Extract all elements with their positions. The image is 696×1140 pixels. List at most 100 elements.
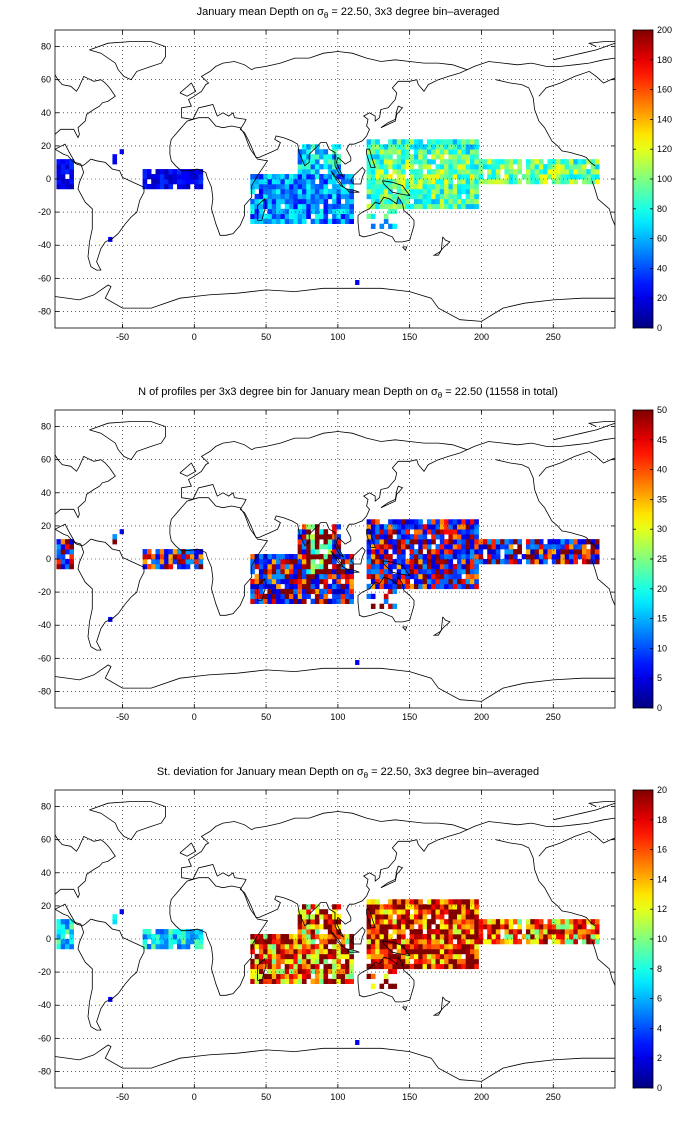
data-cell — [465, 958, 471, 965]
data-cell — [388, 198, 393, 205]
data-cell — [465, 549, 471, 555]
data-cell — [594, 179, 600, 185]
data-cell — [194, 549, 199, 555]
data-cell — [383, 578, 389, 585]
data-cell — [469, 914, 475, 920]
data-cell — [366, 914, 372, 920]
data-cell — [396, 193, 402, 200]
data-cell — [556, 919, 561, 925]
data-cell — [405, 914, 410, 920]
data-cell — [556, 549, 561, 555]
data-cell — [379, 919, 385, 925]
data-cell — [297, 534, 303, 540]
data-cell — [495, 544, 501, 550]
data-cell — [314, 583, 320, 590]
data-cell — [284, 588, 290, 595]
data-cell — [461, 958, 466, 965]
data-cell — [366, 924, 372, 930]
data-cell — [276, 218, 281, 224]
data-cell — [409, 183, 415, 190]
data-cell — [487, 159, 492, 165]
data-cell — [465, 534, 471, 540]
panel-mean-depth: January mean Depth on σθ = 22.50, 3x3 de… — [0, 0, 696, 380]
y-tick-label: -40 — [38, 1000, 51, 1010]
y-tick-label: -80 — [38, 686, 51, 696]
data-cell — [513, 159, 518, 165]
data-cell — [366, 139, 372, 145]
data-cell — [366, 573, 372, 580]
data-cell — [461, 568, 466, 575]
data-cell — [469, 524, 475, 530]
data-cell — [461, 544, 466, 550]
data-cell — [258, 573, 264, 580]
x-tick-label: 100 — [330, 332, 345, 342]
data-cell — [314, 203, 320, 210]
data-cell — [301, 939, 307, 945]
data-cell — [314, 568, 320, 575]
data-cell — [457, 909, 462, 915]
data-cell — [426, 164, 432, 170]
y-tick-label: 40 — [41, 108, 51, 118]
data-cell — [301, 203, 307, 210]
data-cell — [491, 924, 497, 930]
data-cell — [426, 554, 432, 560]
data-cell — [194, 929, 199, 935]
data-cell — [383, 193, 389, 200]
data-cell — [465, 524, 471, 530]
data-cell — [310, 939, 316, 945]
data-cell — [392, 939, 398, 945]
data-cell — [396, 958, 402, 965]
data-cell — [267, 953, 273, 960]
x-tick-label: 0 — [192, 332, 197, 342]
data-cell — [370, 583, 376, 590]
data-cell — [65, 943, 70, 950]
data-cell — [293, 593, 298, 600]
data-cell — [405, 539, 410, 545]
data-cell — [573, 554, 578, 560]
data-cell — [254, 573, 260, 580]
data-cell — [474, 169, 479, 175]
data-cell — [594, 169, 600, 175]
data-cell — [396, 904, 402, 910]
data-cell — [469, 963, 475, 970]
data-cell — [474, 554, 479, 560]
data-cell — [538, 174, 544, 180]
data-cell — [538, 549, 544, 555]
panel-std-deviation: St. deviation for January mean Depth on … — [0, 760, 696, 1140]
data-cell — [56, 174, 62, 180]
data-cell — [289, 203, 294, 210]
data-cell — [340, 583, 346, 590]
data-cell — [314, 159, 320, 165]
data-cell — [418, 203, 423, 210]
data-cell — [564, 559, 570, 565]
data-cell — [478, 179, 484, 185]
data-cell — [189, 934, 195, 940]
data-cell — [435, 958, 441, 965]
data-cell — [340, 953, 346, 960]
data-cell — [465, 914, 471, 920]
data-cell — [276, 978, 281, 984]
data-cell — [267, 203, 273, 210]
data-cell — [422, 529, 428, 535]
data-cell — [155, 934, 161, 940]
data-cell — [431, 154, 436, 160]
data-cell — [431, 948, 436, 955]
data-cell — [469, 198, 475, 205]
data-cell — [332, 939, 337, 945]
data-cell — [556, 539, 561, 545]
data-cell — [452, 544, 458, 550]
data-cell — [431, 169, 436, 175]
data-cell — [332, 544, 337, 550]
data-cell — [142, 183, 148, 190]
colorbar-tick-label: 14 — [657, 874, 667, 884]
data-cell — [452, 929, 458, 935]
data-cell — [314, 588, 320, 595]
data-cell — [543, 544, 548, 550]
data-cell — [401, 159, 406, 165]
data-cell — [418, 914, 423, 920]
data-cell — [418, 573, 423, 580]
data-cell — [418, 899, 423, 905]
data-cell — [284, 554, 290, 560]
data-cell — [431, 198, 436, 205]
data-cell — [413, 909, 419, 915]
